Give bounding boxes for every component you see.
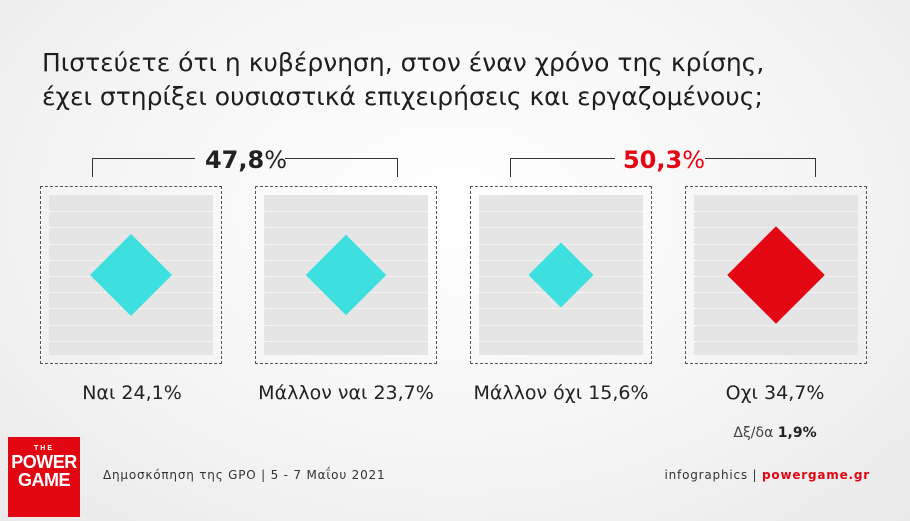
category-label-mallon-oxi: Μάλλον όχι 15,6% <box>461 382 661 404</box>
title-line-2: έχει στηρίξει ουσιαστικά επιχειρήσεις κα… <box>42 82 763 111</box>
grid-line <box>479 308 643 309</box>
grid-line <box>694 325 858 326</box>
card-oxi <box>685 186 867 364</box>
category-name: Ναι <box>82 382 116 404</box>
category-name: Μάλλον ναι <box>258 382 368 404</box>
grid-line <box>694 211 858 212</box>
grid-line <box>479 211 643 212</box>
category-value: 23,7% <box>373 382 434 404</box>
card-inner <box>479 195 643 355</box>
footer-credit-prefix: infographics | <box>664 468 763 482</box>
category-value: 15,6% <box>588 382 649 404</box>
chart-title: Πιστεύετε ότι η κυβέρνηση, στον έναν χρό… <box>42 46 882 114</box>
footer-credit: infographics | powergame.gr <box>665 468 870 482</box>
logo-line-1: POWER <box>11 452 77 472</box>
card-inner <box>264 195 428 355</box>
category-name: Μάλλον όχι <box>473 382 583 404</box>
bracket-right-line <box>285 158 398 177</box>
footer-site-link[interactable]: powergame.gr <box>762 468 870 482</box>
grid-line <box>479 341 643 342</box>
grid-line <box>49 211 213 212</box>
bracket-right-line <box>705 158 816 177</box>
group-total-no: 50,3% <box>619 148 709 172</box>
grid-line <box>49 227 213 228</box>
grid-line <box>694 341 858 342</box>
grid-line <box>264 227 428 228</box>
grid-line <box>264 325 428 326</box>
group-bracket-yes: 47,8% <box>92 148 398 177</box>
grid-line <box>264 211 428 212</box>
group-total-yes: 47,8% <box>201 148 291 172</box>
card-mallon-nai <box>255 186 437 364</box>
grid-line <box>49 341 213 342</box>
title-line-1: Πιστεύετε ότι η κυβέρνηση, στον έναν χρό… <box>42 48 765 77</box>
logo-line-2: GAME <box>18 470 71 490</box>
value-diamond-2 <box>305 234 387 316</box>
bracket-left-line <box>510 158 615 177</box>
group-total-no-value: 50,3 <box>622 146 683 174</box>
category-label-nai: Ναι 24,1% <box>32 382 232 404</box>
card-inner <box>694 195 858 355</box>
footer-source: Δημοσκόπηση της GPO | 5 - 7 Μαΐου 2021 <box>103 468 386 482</box>
powergame-logo: THE POWER GAME <box>8 437 80 517</box>
grid-line <box>479 325 643 326</box>
category-value: 24,1% <box>121 382 182 404</box>
card-mallon-oxi <box>470 186 652 364</box>
group-bracket-no: 50,3% <box>510 148 816 177</box>
group-total-yes-value: 47,8 <box>204 146 265 174</box>
value-diamond-1 <box>89 233 173 317</box>
category-name: Οχι <box>725 382 758 404</box>
category-label-mallon-nai: Μάλλον ναι 23,7% <box>246 382 446 404</box>
value-diamond-4 <box>727 226 825 324</box>
grid-line <box>479 227 643 228</box>
grid-line <box>264 341 428 342</box>
dont-know-value: 1,9% <box>777 425 817 441</box>
grid-line <box>49 325 213 326</box>
card-nai <box>40 186 222 364</box>
dont-know-label: Δξ/δα 1,9% <box>700 425 850 441</box>
dont-know-name: Δξ/δα <box>733 425 774 441</box>
logo-small-text: THE <box>34 445 54 452</box>
group-total-yes-pct: % <box>264 146 288 174</box>
bracket-left-line <box>92 158 195 177</box>
category-value: 34,7% <box>764 382 825 404</box>
category-label-oxi: Οχι 34,7% <box>675 382 875 404</box>
group-total-no-pct: % <box>682 146 706 174</box>
value-diamond-3 <box>528 242 594 308</box>
card-inner <box>49 195 213 355</box>
